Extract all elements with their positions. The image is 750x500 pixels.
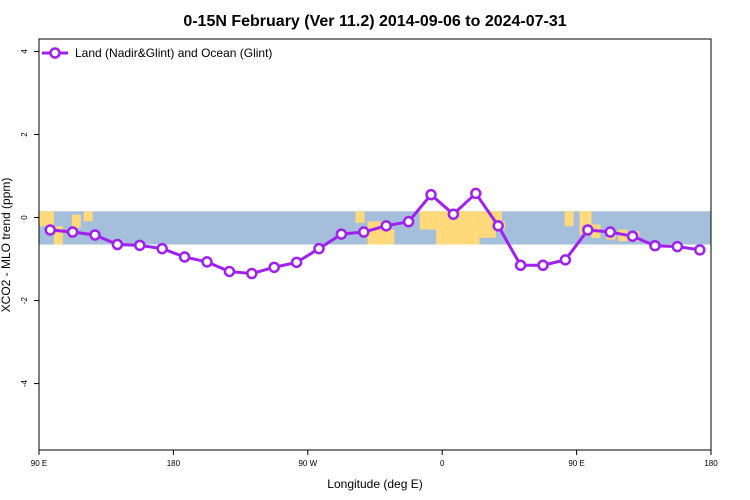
data-point xyxy=(290,256,303,269)
data-point xyxy=(134,239,146,252)
legend: Land (Nadir&Glint) and Ocean (Glint) xyxy=(42,46,272,60)
data-point xyxy=(201,256,213,268)
data-point xyxy=(582,224,594,236)
data-point xyxy=(246,267,258,280)
data-point xyxy=(44,224,56,236)
data-point xyxy=(694,244,706,256)
legend-entry: Land (Nadir&Glint) and Ocean (Glint) xyxy=(75,46,272,60)
land-mass xyxy=(39,211,54,227)
land-mass xyxy=(355,211,365,223)
data-point xyxy=(470,187,482,200)
data-point xyxy=(514,259,527,272)
land-mass xyxy=(83,211,93,222)
data-point xyxy=(671,240,684,253)
data-point xyxy=(492,220,504,232)
x-tick-label: 180 xyxy=(167,459,181,468)
data-point xyxy=(537,259,549,272)
data-point xyxy=(425,188,437,201)
x-axis: 90 E 180 90 W 0 90 E 180 xyxy=(31,450,718,468)
x-tick-label: 180 xyxy=(704,459,718,468)
data-point xyxy=(380,220,392,232)
data-point xyxy=(89,229,101,241)
data-point xyxy=(447,208,460,220)
x-tick-label: 90 E xyxy=(31,459,47,468)
plot-frame xyxy=(38,38,712,451)
data-point xyxy=(626,230,639,242)
data-point xyxy=(358,226,370,238)
y-axis: -4 -2 0 2 4 xyxy=(20,49,39,387)
land-mass xyxy=(382,229,395,245)
y-tick-label: 4 xyxy=(20,49,29,54)
data-point xyxy=(559,254,572,266)
data-point xyxy=(156,242,168,255)
land-mass xyxy=(71,214,81,228)
land-mass xyxy=(564,211,574,227)
land-mass xyxy=(367,221,383,245)
x-tick-label: 90 W xyxy=(298,459,317,468)
series-layer xyxy=(44,187,706,280)
land-mass xyxy=(579,211,592,235)
land-mass xyxy=(495,211,502,225)
x-tick-label: 90 E xyxy=(568,459,584,468)
data-point xyxy=(335,228,348,240)
land-mass xyxy=(53,226,63,245)
y-axis-label: XCO2 - MLO trend (ppm) xyxy=(0,178,13,313)
data-point xyxy=(402,215,415,228)
data-point xyxy=(111,238,124,251)
y-tick-label: -2 xyxy=(20,296,29,304)
data-point xyxy=(313,242,325,255)
data-point xyxy=(223,265,236,278)
data-point xyxy=(649,239,661,252)
legend-marker xyxy=(49,47,61,59)
data-point xyxy=(66,226,79,238)
y-tick-label: 0 xyxy=(20,215,29,220)
land-mass xyxy=(419,211,437,230)
data-point xyxy=(268,261,280,274)
latitude-band-map xyxy=(39,211,711,245)
y-tick-label: -4 xyxy=(20,379,29,387)
x-axis-label: Longitude (deg E) xyxy=(327,477,422,491)
y-tick-label: 2 xyxy=(20,132,29,137)
data-point xyxy=(178,251,191,263)
chart-title: 0-15N February (Ver 11.2) 2014-09-06 to … xyxy=(183,13,566,30)
x-tick-label: 0 xyxy=(440,459,445,468)
data-point xyxy=(604,226,616,238)
